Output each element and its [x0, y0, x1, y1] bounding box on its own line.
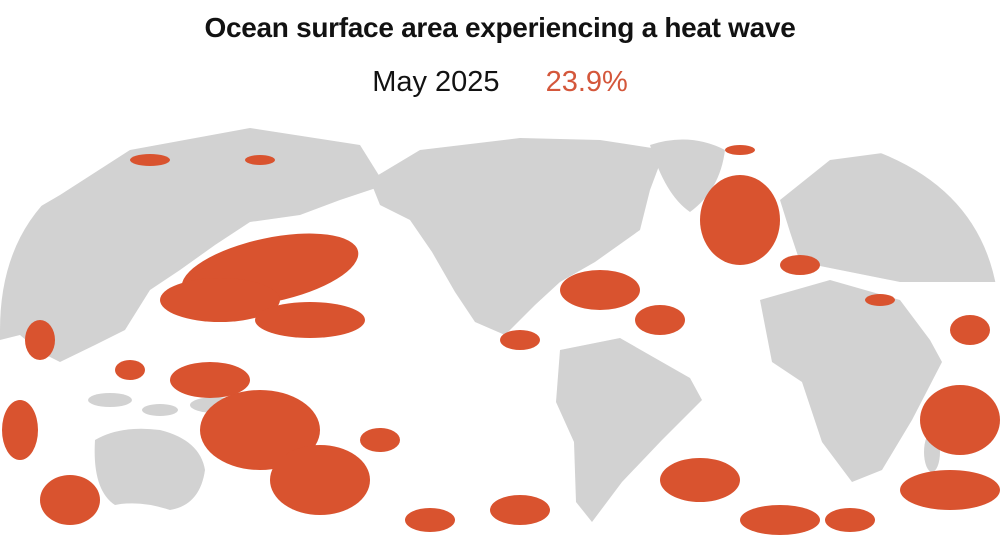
map-body [0, 125, 1000, 549]
percentage: 23.9% [545, 66, 628, 98]
date: May 2025 [372, 66, 500, 98]
land [0, 128, 1000, 522]
heat-wave-areas [2, 145, 1000, 535]
subtitle: May 2025 23.9% [0, 66, 1000, 99]
title: Ocean surface area experiencing a heat w… [204, 12, 796, 43]
